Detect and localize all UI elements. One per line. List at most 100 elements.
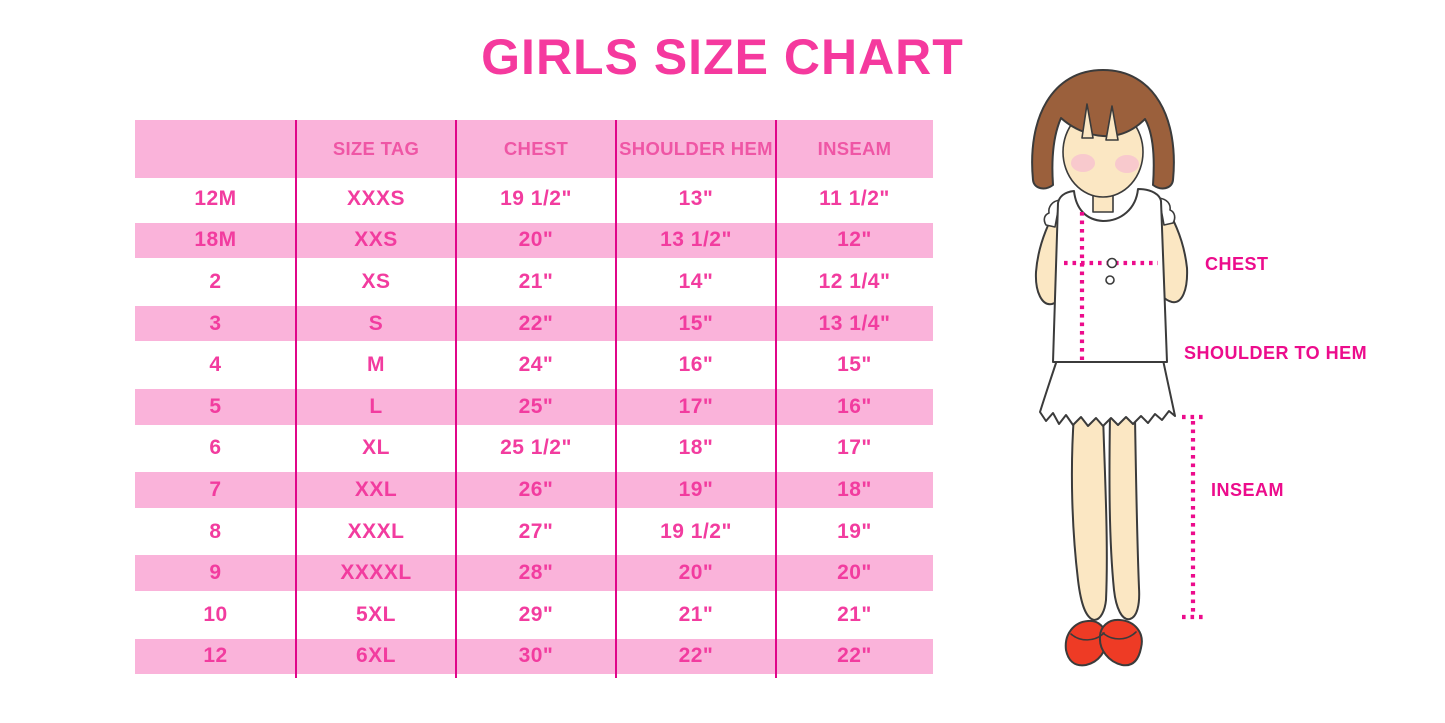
table-cell: 13 1/2": [660, 228, 732, 252]
table-cell: 25": [518, 394, 554, 418]
table-cell: 19": [678, 477, 714, 501]
table-row: 18M XXS 20" 13 1/2" 12": [135, 220, 933, 262]
table-row: 12 6XL 30" 22" 22": [135, 636, 933, 678]
table-cell: 12": [837, 228, 872, 252]
table-cell: 18M: [194, 228, 237, 252]
table-cell: 29": [518, 602, 554, 626]
table-cell: 13 1/4": [818, 311, 891, 335]
header-cell-inseam: INSEAM: [817, 138, 892, 159]
girl-left-shoulder-ruffle: [1043, 199, 1061, 228]
header-cell-shoulder-hem: SHOULDER HEM: [619, 138, 773, 159]
table-cell: 15": [678, 311, 714, 335]
table-cell: L: [369, 394, 383, 418]
table-cell: 9: [209, 561, 222, 585]
table-cell: 27": [518, 519, 554, 543]
table-cell: 18": [678, 436, 714, 460]
girl-skirt: [1039, 359, 1176, 427]
table-row: 3 S 22" 15" 13 1/4": [135, 303, 933, 345]
girl-left-leg: [1070, 414, 1108, 621]
table-cell: 8: [209, 519, 222, 543]
table-cell: 22": [518, 311, 554, 335]
table-cell: 12M: [194, 186, 237, 210]
girl-bangs-part: [1081, 103, 1094, 139]
table-cell: XXXS: [346, 186, 406, 210]
table-row: 2 XS 21" 14" 12 1/4": [135, 261, 933, 303]
table-cell: 11 1/2": [819, 186, 890, 210]
girl-left-blush: [1071, 154, 1095, 172]
table-row: 4 M 24" 16" 15": [135, 344, 933, 386]
table-row: 5 L 25" 17" 16": [135, 386, 933, 428]
table-cell: 6XL: [355, 644, 396, 668]
table-cell: XXS: [354, 228, 398, 252]
table-cell: 4: [209, 353, 222, 377]
table-cell: 5: [209, 394, 222, 418]
girl-top-button: [1106, 257, 1118, 269]
table-cell: 25 1/2": [500, 436, 572, 460]
table-cell: 21": [837, 602, 872, 626]
girl-right-blush: [1115, 155, 1139, 173]
girl-right-shoe: [1098, 618, 1143, 667]
table-row: 12M XXXS 19 1/2" 13" 11 1/2": [135, 178, 933, 220]
table-cell: 12 1/4": [818, 269, 891, 293]
table-cell: 12: [203, 644, 228, 668]
table-cell: 20": [518, 228, 554, 252]
table-cell: 21": [678, 602, 714, 626]
table-cell: 20": [678, 561, 714, 585]
table-cell: 14": [678, 269, 714, 293]
size-table: SIZE TAG CHEST SHOULDER HEM INSEAM 12M XX…: [135, 120, 933, 678]
table-cell: 16": [837, 394, 872, 418]
table-cell: 15": [837, 353, 872, 377]
inseam-label: INSEAM: [1211, 480, 1284, 500]
girl-left-shoe-strap: [1070, 632, 1105, 641]
header-cell-chest: CHEST: [503, 138, 569, 159]
chest-label: CHEST: [1205, 254, 1269, 274]
table-row: 10 5XL 29" 21" 21": [135, 594, 933, 636]
table-cell: 7: [209, 477, 222, 501]
column-divider: [294, 120, 298, 678]
girl-measurement-figure: CHEST SHOULDER TO HEM INSEAM: [1031, 69, 1367, 667]
shoulder-to-hem-label: SHOULDER TO HEM: [1184, 343, 1367, 363]
table-cell: 17": [837, 436, 872, 460]
table-cell: 6: [209, 436, 222, 460]
size-table-header-row: SIZE TAG CHEST SHOULDER HEM INSEAM: [135, 120, 933, 178]
girl-bangs-part: [1105, 105, 1119, 141]
table-cell: 19 1/2": [660, 519, 732, 543]
column-divider: [774, 120, 778, 678]
table-cell: XXXXL: [340, 561, 412, 585]
table-cell: S: [368, 311, 384, 335]
column-divider: [454, 120, 458, 678]
table-cell: XS: [361, 269, 391, 293]
girl-right-leg: [1108, 414, 1141, 621]
column-divider: [614, 120, 618, 678]
table-row: 7 XXL 26" 19" 18": [135, 469, 933, 511]
table-cell: 5XL: [355, 602, 396, 626]
table-cell: XXL: [354, 477, 398, 501]
table-cell: 3: [209, 311, 222, 335]
table-cell: 22": [837, 644, 872, 668]
girl-top-button: [1105, 275, 1115, 285]
table-cell: 26": [518, 477, 554, 501]
table-cell: 28": [518, 561, 554, 585]
table-cell: 16": [678, 353, 714, 377]
table-cell: 18": [837, 477, 872, 501]
table-cell: 21": [518, 269, 554, 293]
size-table-rows: 12M XXXS 19 1/2" 13" 11 1/2" 18M XXS 20" 13 1/2"…: [135, 178, 933, 677]
table-cell: 22": [678, 644, 714, 668]
table-row: 6 XL 25 1/2" 18" 17": [135, 428, 933, 470]
table-cell: 30": [518, 644, 554, 668]
table-cell: M: [367, 353, 385, 377]
table-cell: 10: [203, 602, 228, 626]
girl-right-shoulder-ruffle: [1158, 197, 1176, 226]
table-cell: 24": [518, 353, 554, 377]
table-cell: 13": [678, 186, 714, 210]
table-cell: 2: [209, 269, 222, 293]
table-row: 8 XXXL 27" 19 1/2" 19": [135, 511, 933, 553]
table-cell: XL: [362, 436, 390, 460]
table-cell: 19": [837, 519, 872, 543]
table-row: 9 XXXXL 28" 20" 20": [135, 552, 933, 594]
table-cell: 17": [678, 394, 714, 418]
header-cell-size-tag: SIZE TAG: [332, 138, 420, 159]
girl-right-shoe-strap: [1102, 631, 1137, 640]
girl-hair: [1031, 69, 1175, 190]
